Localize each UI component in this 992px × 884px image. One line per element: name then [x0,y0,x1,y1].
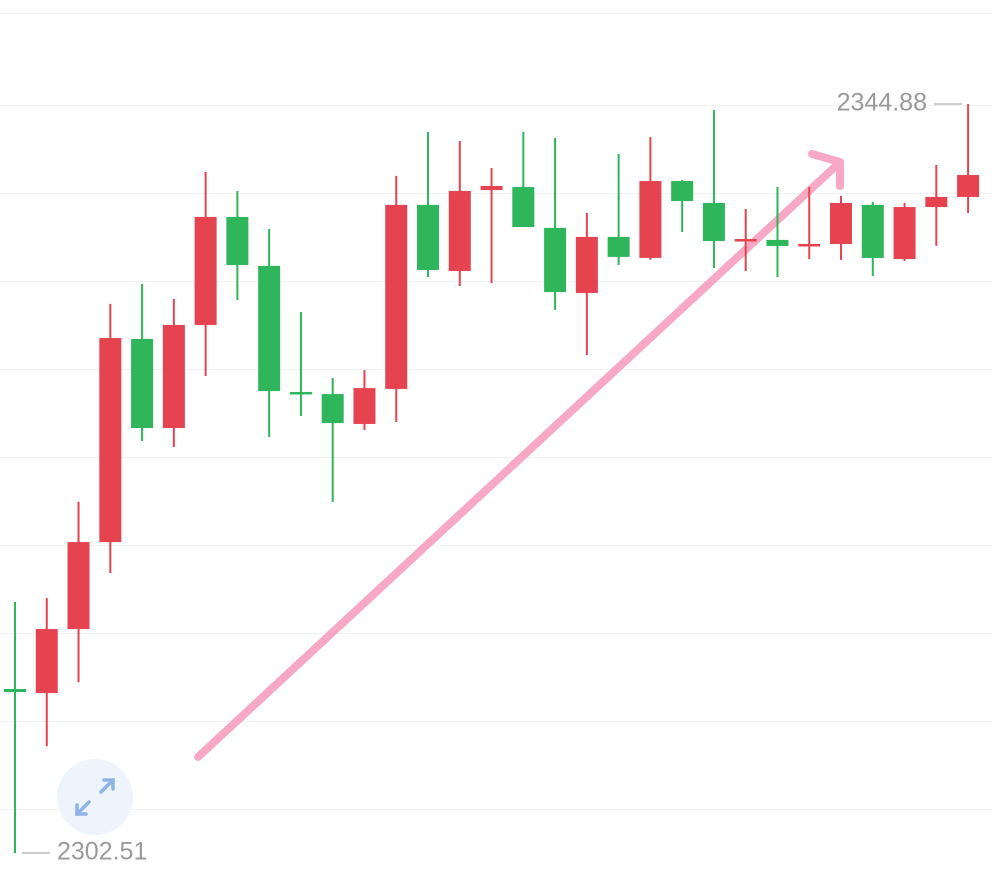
candle-body [607,236,630,257]
max-label: 2344.88 [837,89,927,117]
candle-body [893,207,916,260]
candle-body [671,181,694,202]
candle-body [702,202,725,241]
candle-body [289,391,312,395]
candle-body [830,202,853,244]
candle-body [4,688,26,692]
candle-body [385,204,408,389]
arrow-shaft [194,160,842,761]
candle-body [417,204,440,270]
expand-button-bg[interactable] [57,759,133,835]
expand-button[interactable] [57,759,133,835]
candle-body [480,185,503,191]
candle-body [35,629,58,694]
candle-body [512,187,535,228]
candle-body [258,265,281,392]
candle-body [194,216,217,325]
arrow-head [808,150,844,190]
trend-arrow [194,150,844,761]
candle-body [448,190,471,272]
candle-body [575,236,598,293]
candle-body [798,243,821,247]
candle-body [766,239,789,246]
candle-body [734,239,757,242]
candle-body [544,227,567,293]
candle-body [131,338,154,429]
min-label: 2302.51 [57,838,147,866]
candle-body [957,175,980,197]
candle-body [99,338,122,543]
candle-body [925,196,948,208]
candle-body [639,181,662,258]
candle-body [226,216,249,266]
candle-body [321,394,344,424]
expand-icon[interactable] [75,778,115,816]
candle-body [353,388,376,424]
candle-body [67,542,90,630]
candle-body [861,204,884,258]
candle-body [162,324,185,429]
